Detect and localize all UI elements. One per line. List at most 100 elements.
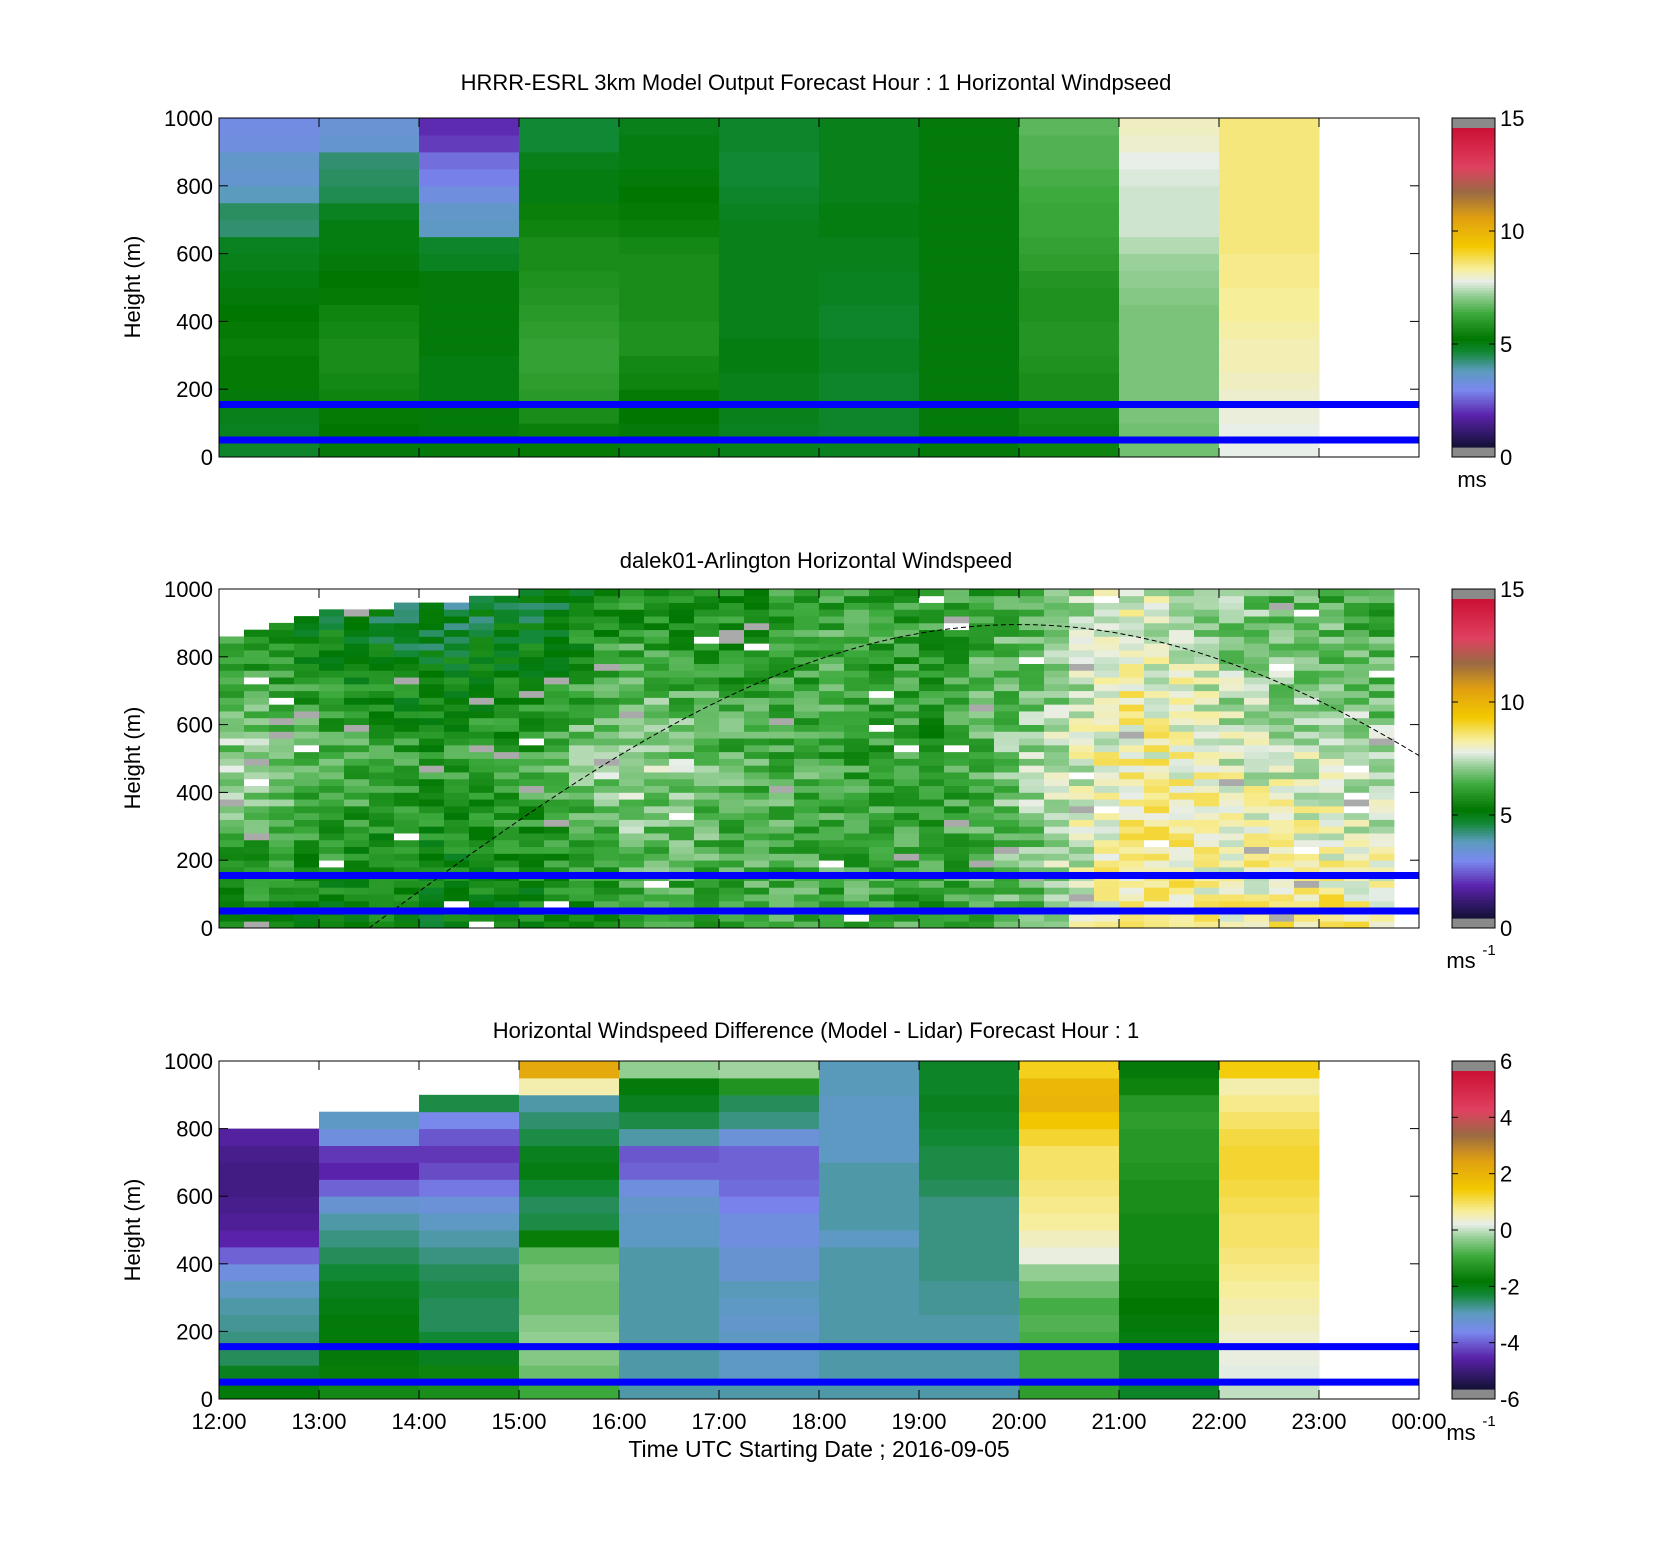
heatmap-cell [319,765,345,773]
heatmap-cell [669,812,695,820]
heatmap-cell [419,880,445,888]
heatmap-cell [319,724,345,732]
heatmap-cell [644,744,670,753]
heatmap-cell [394,799,420,807]
heatmap-cell [1219,805,1245,814]
heatmap-cell [594,894,620,902]
heatmap-cell [319,321,420,339]
y-tick-label: 400 [176,1252,213,1277]
heatmap-cell [769,744,795,753]
heatmap-cell [494,846,520,854]
heatmap-cell [369,866,395,875]
heatmap-cell [1144,724,1170,732]
heatmap-cell [1169,697,1195,705]
heatmap-cell [819,270,920,288]
heatmap-cell [769,677,795,685]
heatmap-cell [594,839,620,848]
colorbar-segment [1452,1251,1495,1255]
colorbar-segment [1452,242,1495,246]
heatmap-cell [1269,595,1295,603]
heatmap-cell [594,765,620,773]
heatmap-cell [1144,846,1170,854]
heatmap-cell [244,812,270,820]
colorbar-segment [1452,128,1495,132]
heatmap-cell [894,656,920,664]
heatmap-cell [1069,690,1095,698]
heatmap-cell [594,846,620,854]
heatmap-cell [994,860,1020,868]
heatmap-cell [869,805,895,814]
heatmap-cell [919,887,945,895]
heatmap-cell [1219,846,1245,854]
heatmap-cell [794,744,820,753]
heatmap-cell [394,921,420,929]
heatmap-cell [544,758,570,766]
heatmap-cell [719,765,745,773]
heatmap-cell [1069,595,1095,603]
heatmap-cell [469,697,495,705]
heatmap-cell [669,839,695,848]
heatmap-cell [1119,758,1145,766]
panel-difference-title: Horizontal Windspeed Difference (Model -… [493,1018,1139,1043]
heatmap-cell [719,185,820,204]
heatmap-cell [919,185,1020,204]
colorbar-segment [1452,670,1495,675]
heatmap-cell [319,650,345,658]
x-tick-label: 17:00 [691,1409,746,1434]
heatmap-cell [494,683,520,692]
heatmap-cell [719,202,820,221]
heatmap-cell [1019,609,1045,617]
heatmap-cell [619,219,720,238]
colorbar-segment [1452,260,1495,265]
heatmap-cell [1294,853,1320,861]
heatmap-cell [419,1382,520,1400]
heatmap-cell [919,778,945,787]
heatmap-cell [1369,805,1395,814]
heatmap-cell [1344,602,1370,610]
heatmap-cell [1369,921,1395,929]
heatmap-cell [1319,894,1345,902]
heatmap-cell [744,914,770,922]
heatmap-cell [369,921,395,929]
heatmap-cell [969,846,995,854]
heatmap-cell [719,711,745,719]
heatmap-cell [694,792,720,800]
heatmap-cell [394,690,420,698]
heatmap-cell [744,677,770,685]
heatmap-cell [419,690,445,698]
colorbar-segment [1452,707,1495,712]
heatmap-cell [1194,704,1220,712]
heatmap-cell [594,744,620,753]
heatmap-cell [594,717,620,725]
heatmap-cell [1219,1128,1320,1146]
colorbar-over-cap [1452,1061,1495,1071]
heatmap-cell [794,602,820,610]
heatmap-cell [619,372,720,390]
heatmap-cell [744,629,770,637]
heatmap-cell [944,785,970,793]
panel-model-x-ticks [218,118,1420,457]
heatmap-cell [869,656,895,664]
heatmap-cell [944,839,970,848]
heatmap-cell [994,765,1020,773]
heatmap-cell [419,663,445,671]
colorbar-segment [1452,824,1495,829]
heatmap-cell [994,602,1020,610]
heatmap-cell [294,921,320,929]
heatmap-cell [519,202,620,221]
heatmap-cell [969,860,995,868]
heatmap-cell [819,1297,920,1315]
heatmap-cell [369,609,395,617]
colorbar-segment [1452,1214,1495,1218]
heatmap-cell [594,853,620,861]
heatmap-cell [719,1162,820,1180]
heatmap-cell [919,663,945,671]
heatmap-cell [794,900,820,909]
colorbar-segment [1452,364,1495,368]
heatmap-cell [919,921,945,929]
heatmap-cell [1294,744,1320,753]
heatmap-cell [319,731,345,739]
heatmap-cell [719,690,745,698]
heatmap-cell [1044,616,1070,624]
